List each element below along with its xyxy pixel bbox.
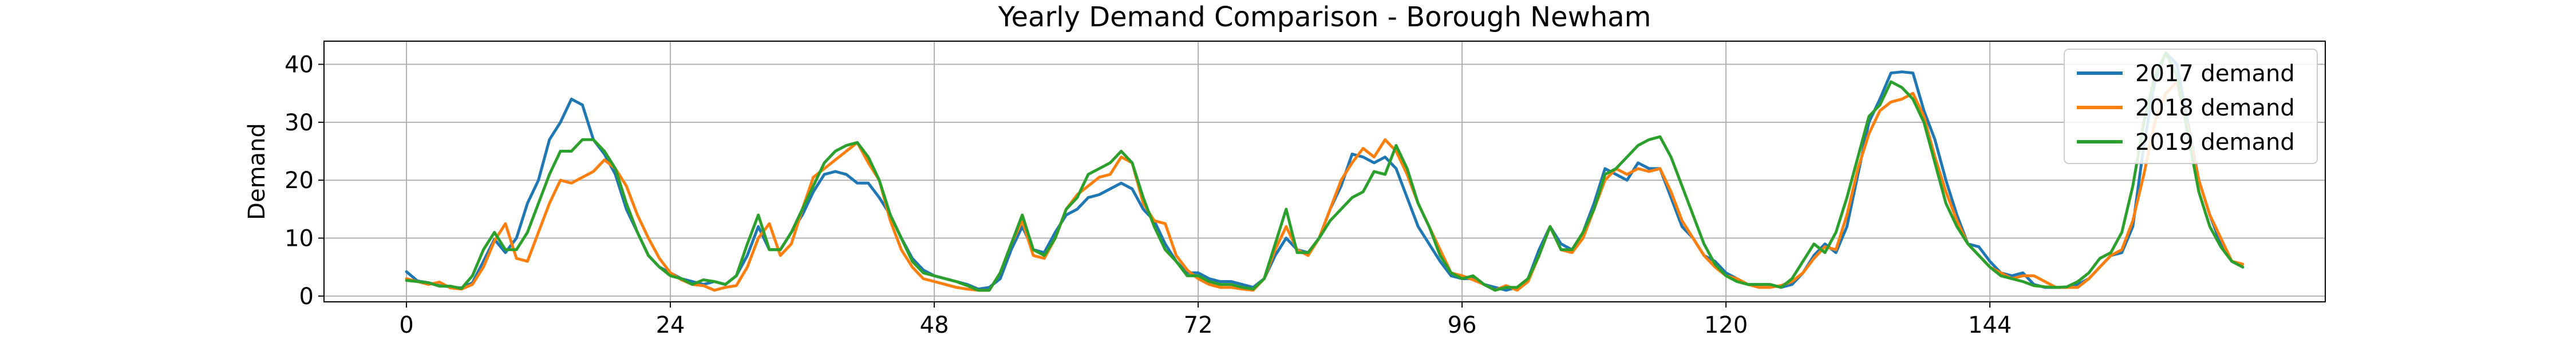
- y-tick-label: 10: [285, 226, 314, 252]
- grid-layer: [324, 41, 2325, 302]
- legend: 2017 demand 2018 demand 2019 demand: [2064, 49, 2318, 164]
- x-tick-label: 0: [399, 312, 413, 338]
- x-tick-label: 120: [1704, 312, 1748, 338]
- series-line-1: [405, 51, 2245, 292]
- y-axis-label: Demand: [244, 123, 270, 220]
- legend-label: 2019 demand: [2135, 129, 2295, 155]
- x-tick-label: 72: [1184, 312, 1213, 338]
- x-tick-label: 144: [1968, 312, 2012, 338]
- series-layer: [405, 51, 2245, 292]
- tick-layer: 0 24 48 72 96 120 144 0 10 20 30 40: [285, 52, 2012, 338]
- series-line-3: [405, 51, 2245, 292]
- y-tick-label: 20: [285, 167, 314, 194]
- legend-label: 2017 demand: [2135, 61, 2295, 87]
- y-tick-label: 40: [285, 52, 314, 78]
- plot-frame: [323, 41, 2326, 302]
- y-tick-label: 30: [285, 110, 314, 136]
- series-line-2: [405, 80, 2245, 292]
- y-tick-label: 0: [299, 284, 314, 310]
- x-tick-label: 24: [656, 312, 685, 338]
- legend-label: 2018 demand: [2135, 95, 2295, 121]
- x-tick-label: 96: [1448, 312, 1477, 338]
- legend-box: [2064, 49, 2318, 164]
- x-tick-label: 48: [920, 312, 949, 338]
- chart-title: Yearly Demand Comparison - Borough Newha…: [998, 1, 1652, 33]
